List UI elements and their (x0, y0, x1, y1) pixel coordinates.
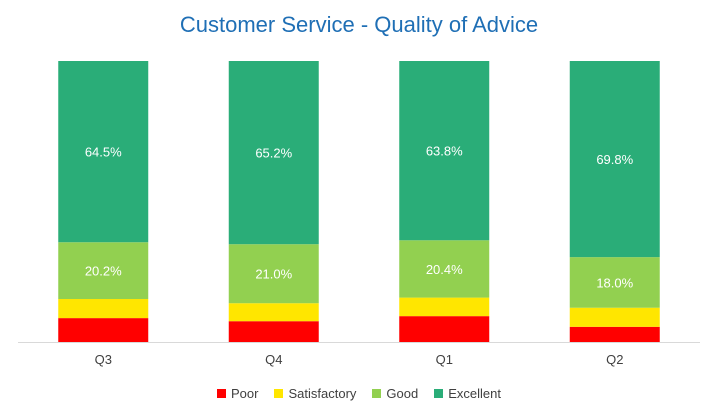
chart-title: Customer Service - Quality of Advice (179, 12, 539, 37)
legend-label: Poor (231, 386, 259, 401)
bar-good-q3 (58, 242, 149, 300)
bar-excellent-q1 (399, 61, 490, 241)
bar-satisfactory-q4 (228, 303, 319, 322)
bar-satisfactory-q3 (58, 299, 149, 319)
data-label-excellent-q4: 65.2% (255, 146, 292, 161)
chart-plot: 20.2% 64.5% Q3 21.0% 65.2% Q4 20.4% 63.8% Q1 18.0… (18, 61, 700, 367)
data-label-good-q1: 20.4% (426, 262, 463, 277)
legend-label: Satisfactory (288, 386, 357, 401)
legend-item-satisfactory: Satisfactory (274, 386, 356, 401)
legend-label: Excellent (448, 386, 501, 401)
x-tick-label-q1: Q1 (436, 352, 453, 367)
x-tick-label-q3: Q3 (95, 352, 112, 367)
bar-excellent-q3 (58, 61, 149, 243)
legend-label: Good (386, 386, 419, 401)
bar-good-q2 (569, 257, 660, 308)
bar-satisfactory-q1 (399, 297, 490, 317)
bar-poor-q3 (58, 318, 149, 342)
legend-swatch (372, 389, 382, 398)
data-label-good-q3: 20.2% (85, 264, 122, 279)
bar-satisfactory-q2 (569, 307, 660, 327)
data-label-excellent-q3: 64.5% (85, 145, 122, 160)
legend: Poor Satisfactory Good Excellent (0, 386, 718, 401)
bar-poor-q2 (569, 326, 660, 342)
legend-item-excellent: Excellent (434, 386, 501, 401)
bar-excellent-q4 (228, 61, 319, 245)
data-label-good-q2: 18.0% (596, 275, 633, 290)
bar-good-q1 (399, 240, 490, 298)
bar-poor-q4 (228, 321, 319, 342)
bar-excellent-q2 (569, 61, 660, 258)
x-tick-label-q2: Q2 (606, 352, 623, 367)
legend-swatch (217, 389, 227, 398)
bar-poor-q1 (399, 316, 490, 342)
x-tick-label-q4: Q4 (265, 352, 282, 367)
data-label-excellent-q2: 69.8% (596, 152, 633, 167)
bar-good-q4 (228, 244, 319, 304)
legend-item-good: Good (372, 386, 418, 401)
legend-item-poor: Poor (217, 386, 258, 401)
legend-swatch (434, 389, 444, 398)
data-label-excellent-q1: 63.8% (426, 144, 463, 159)
legend-swatch (274, 389, 284, 398)
data-label-good-q4: 21.0% (255, 267, 292, 282)
